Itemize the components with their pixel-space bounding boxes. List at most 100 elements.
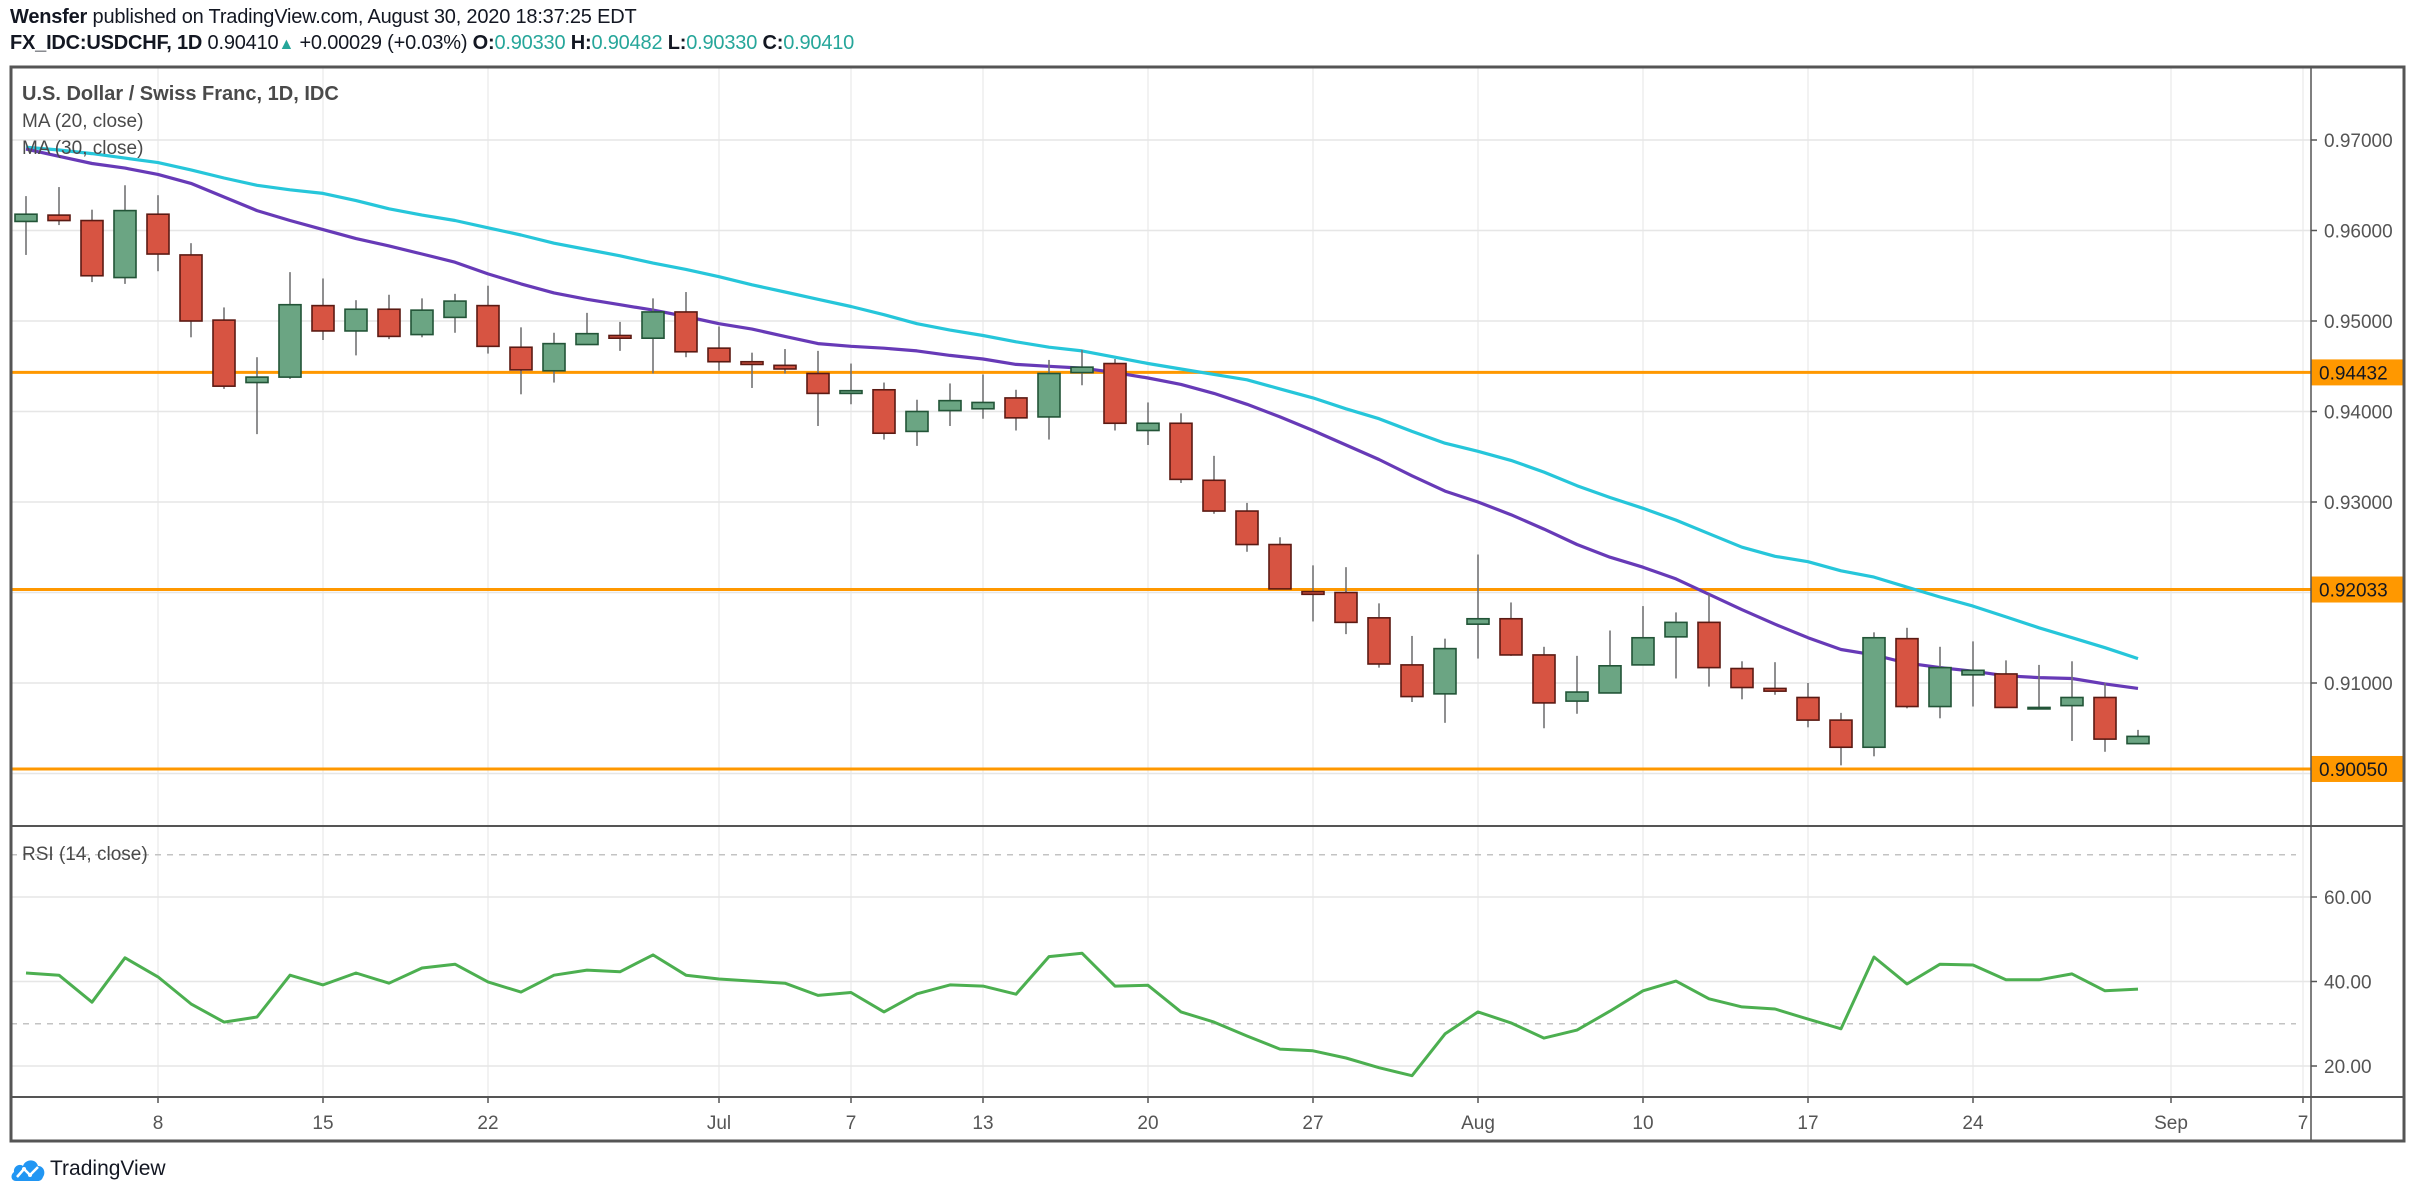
candle bbox=[1301, 565, 1325, 622]
candle bbox=[1103, 359, 1127, 431]
candle-body-down bbox=[47, 214, 71, 222]
rsi-line bbox=[25, 951, 2139, 1078]
candle-body-down bbox=[872, 388, 896, 435]
candlestick-series bbox=[14, 185, 2150, 766]
candle-body-up bbox=[1565, 691, 1589, 702]
candle bbox=[1565, 655, 1589, 714]
candle-body-up bbox=[1037, 372, 1061, 418]
candle-body-down bbox=[1103, 362, 1127, 425]
candle bbox=[47, 187, 71, 226]
candle bbox=[1433, 638, 1457, 723]
candle-body-down bbox=[1763, 687, 1787, 692]
candle bbox=[1037, 359, 1061, 440]
rsi-pane bbox=[25, 951, 2139, 1078]
candle-body-down bbox=[1202, 479, 1226, 512]
candle-body-down bbox=[1697, 621, 1721, 669]
level-price-label: 0.94432 bbox=[2319, 363, 2388, 384]
candle-body-up bbox=[1598, 665, 1622, 694]
candle bbox=[641, 298, 665, 374]
candle bbox=[1763, 662, 1787, 695]
candle-body-up bbox=[839, 389, 863, 395]
candle bbox=[1730, 661, 1754, 700]
candle-body-down bbox=[740, 360, 764, 366]
candle-body-up bbox=[1466, 617, 1490, 625]
candle-body-down bbox=[1532, 654, 1556, 704]
candle bbox=[1202, 455, 1226, 514]
time-axis-label: 13 bbox=[972, 1113, 993, 1134]
time-axis-label: Aug bbox=[1461, 1113, 1495, 1134]
candle bbox=[1268, 537, 1292, 590]
candle-body-up bbox=[575, 332, 599, 346]
candle bbox=[542, 332, 566, 383]
candle bbox=[1631, 606, 1655, 666]
candle bbox=[938, 383, 962, 426]
chart-title: U.S. Dollar / Swiss Franc, 1D, IDC bbox=[22, 83, 339, 105]
last-price: 0.90410 bbox=[207, 32, 279, 54]
tradingview-logo[interactable]: TradingView bbox=[10, 1155, 166, 1183]
candle-body-down bbox=[476, 304, 500, 348]
level-price-label: 0.90050 bbox=[2319, 760, 2388, 781]
candle-body-down bbox=[80, 219, 104, 277]
level-price-tag bbox=[2311, 755, 2403, 782]
candle-body-down bbox=[1367, 617, 1391, 665]
candle bbox=[1235, 502, 1259, 552]
candle-body-up bbox=[344, 308, 368, 332]
candle bbox=[1136, 402, 1160, 445]
candle bbox=[1466, 554, 1490, 659]
candle-body-down bbox=[146, 213, 170, 255]
close-value: 0.90410 bbox=[783, 32, 855, 54]
candle-body-up bbox=[2126, 735, 2150, 745]
time-axis-label: 8 bbox=[153, 1113, 164, 1134]
candle-body-down bbox=[806, 372, 830, 395]
candle bbox=[839, 363, 863, 405]
level-price-tag bbox=[2311, 576, 2403, 603]
candle bbox=[1796, 683, 1820, 728]
logo-text: TradingView bbox=[50, 1157, 166, 1180]
price-change: +0.00029 (+0.03%) bbox=[299, 32, 468, 54]
candle-body-up bbox=[443, 300, 467, 319]
candle bbox=[1532, 646, 1556, 729]
price-axis-label: 0.97000 bbox=[2324, 131, 2393, 152]
candle-body-up bbox=[641, 311, 665, 339]
time-axis-label: 27 bbox=[1302, 1113, 1323, 1134]
low-value: 0.90330 bbox=[686, 32, 758, 54]
candle bbox=[377, 294, 401, 340]
candle-body-down bbox=[1301, 590, 1325, 596]
candle bbox=[509, 327, 533, 395]
ma30-line bbox=[25, 145, 2139, 661]
candle-body-down bbox=[1268, 543, 1292, 590]
rsi-axis-label: 20.00 bbox=[2324, 1057, 2372, 1078]
low-label: L: bbox=[667, 32, 687, 54]
candle bbox=[1895, 627, 1919, 709]
candle bbox=[1598, 630, 1622, 694]
candle bbox=[872, 382, 896, 440]
level-price-tag bbox=[2311, 359, 2403, 386]
candle bbox=[575, 312, 599, 346]
candle-body-down bbox=[674, 311, 698, 353]
candle bbox=[212, 307, 236, 389]
candle-body-up bbox=[1664, 621, 1688, 638]
candle-body-down bbox=[1730, 667, 1754, 689]
legend-ma30[interactable]: MA (30, close) bbox=[22, 138, 143, 159]
horizontal-levels[interactable]: 0.94432 0.92033 0.90050 bbox=[11, 359, 2403, 782]
candle-body-down bbox=[2093, 696, 2117, 740]
price-axis-label: 0.91000 bbox=[2324, 674, 2393, 695]
legend-rsi[interactable]: RSI (14, close) bbox=[22, 844, 148, 865]
candle bbox=[311, 278, 335, 341]
candle-body-down bbox=[311, 304, 335, 332]
legend-ma20[interactable]: MA (20, close) bbox=[22, 111, 143, 132]
candle-body-down bbox=[1829, 719, 1853, 749]
candle bbox=[971, 374, 995, 419]
candle-body-down bbox=[707, 347, 731, 363]
author-name[interactable]: Wensfer bbox=[10, 6, 88, 28]
candle-body-down bbox=[773, 364, 797, 370]
ma30-path bbox=[25, 145, 2139, 661]
time-axis-label: 17 bbox=[1797, 1113, 1818, 1134]
outer-border bbox=[9, 65, 2406, 1143]
candle-body-up bbox=[113, 209, 137, 279]
candle bbox=[1367, 603, 1391, 668]
candle-body-down bbox=[509, 346, 533, 371]
candle bbox=[14, 196, 38, 255]
time-axis-label: 7 bbox=[846, 1113, 857, 1134]
